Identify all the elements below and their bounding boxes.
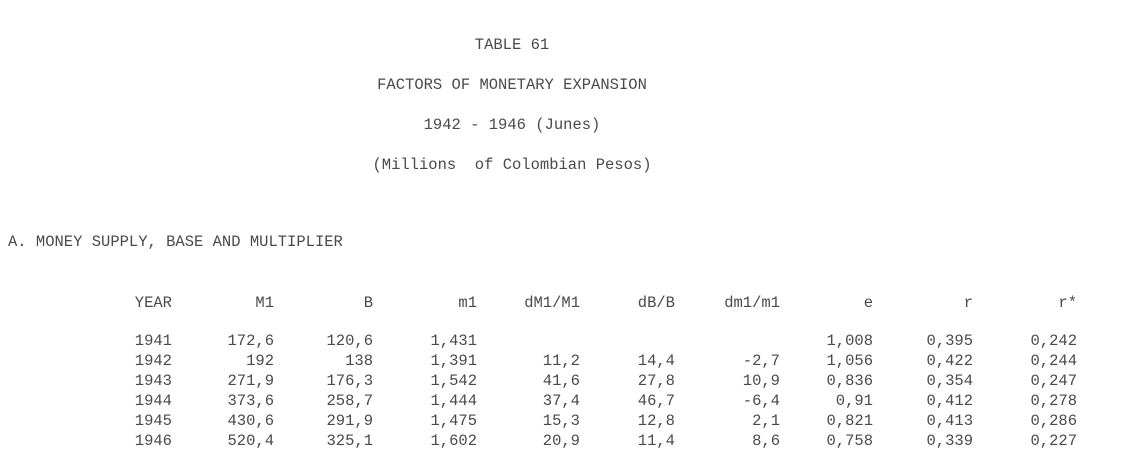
table-cell: -6,4 [742, 392, 780, 410]
table-cell: 37,4 [542, 392, 580, 410]
table-cell: 0,244 [1030, 352, 1077, 370]
table-cell: 1941 [134, 332, 172, 350]
column-header: dM1/M1 [524, 294, 580, 312]
table-cell: 172,6 [227, 332, 274, 350]
table-cell: 1,602 [430, 432, 477, 450]
column-header: B [363, 294, 373, 312]
table-cell: 0,413 [926, 412, 973, 430]
table-cell: 0,354 [926, 372, 973, 390]
table-cell: 8,6 [752, 432, 780, 450]
table-cell: 0,412 [926, 392, 973, 410]
table-cell: 373,6 [227, 392, 274, 410]
table-spacer-row [0, 313, 1077, 331]
table-cell: 1945 [134, 412, 172, 430]
table-period: 1942 - 1946 (Junes) [423, 116, 601, 134]
table-cell: 1,444 [430, 392, 477, 410]
table-units: (Millions of Colombian Pesos) [372, 156, 652, 174]
table-cell: 271,9 [227, 372, 274, 390]
table-cell [675, 331, 780, 351]
table-cell: 138 [345, 352, 373, 370]
table-cell: 2,1 [752, 412, 780, 430]
column-header: dm1/m1 [724, 294, 780, 312]
table-cell: 1,008 [826, 332, 873, 350]
column-header: dB/B [637, 294, 675, 312]
table-cell: 0,91 [835, 392, 873, 410]
column-header: m1 [458, 294, 477, 312]
table-cell: 46,7 [637, 392, 675, 410]
table-row: 1945 430,6 291,9 1,475 15,3 12,8 2,1 0,821 0,413… [0, 411, 1077, 431]
table-cell: 12,8 [637, 412, 675, 430]
table-cell [477, 331, 580, 351]
table-cell: 1,056 [826, 352, 873, 370]
table-cell: 520,4 [227, 432, 274, 450]
table-row: 1946 520,4 325,1 1,602 20,9 11,4 8,6 0,758 0,339… [0, 431, 1077, 451]
table-cell: 1946 [134, 432, 172, 450]
column-header: YEAR [134, 294, 172, 312]
table-cell: 0,836 [826, 372, 873, 390]
table-cell: 1943 [134, 372, 172, 390]
table-cell: 430,6 [227, 412, 274, 430]
table-cell: -2,7 [742, 352, 780, 370]
table-cell: 1,475 [430, 412, 477, 430]
column-header: r* [1058, 294, 1077, 312]
section-header: A. MONEY SUPPLY, BASE AND MULTIPLIER [8, 233, 343, 251]
table-cell: 0,821 [826, 412, 873, 430]
table-row: 1944 373,6 258,7 1,444 37,4 46,7 -6,4 0,91 0,412… [0, 391, 1077, 411]
table-cell: 192 [246, 352, 274, 370]
table-cell: 15,3 [542, 412, 580, 430]
table-cell: 10,9 [742, 372, 780, 390]
table-cell: 291,9 [326, 412, 373, 430]
table-cell: 1,431 [430, 332, 477, 350]
table-cell: 0,758 [826, 432, 873, 450]
table-row: 1943 271,9 176,3 1,542 41,6 27,8 10,9 0,836 0,35… [0, 371, 1077, 391]
table-cell: 11,2 [542, 352, 580, 370]
table-cell: 0,422 [926, 352, 973, 370]
column-header: r [963, 294, 973, 312]
table-body: 1941 172,6 120,6 1,431 1,008 0,395 0,242 1942 19… [0, 313, 1077, 451]
column-header: e [863, 294, 873, 312]
table-cell: 1944 [134, 392, 172, 410]
table-cell: 0,395 [926, 332, 973, 350]
column-header: M1 [255, 294, 274, 312]
table-title: FACTORS OF MONETARY EXPANSION [377, 76, 647, 94]
table-row: 1941 172,6 120,6 1,431 1,008 0,395 0,242 [0, 331, 1077, 351]
table-number: TABLE 61 [474, 36, 550, 54]
table-cell: 258,7 [326, 392, 373, 410]
table-cell: 325,1 [326, 432, 373, 450]
table-cell [580, 331, 675, 351]
table-cell: 1,542 [430, 372, 477, 390]
table-cell: 120,6 [326, 332, 373, 350]
table-cell: 0,247 [1030, 372, 1077, 390]
table-cell: 27,8 [637, 372, 675, 390]
table-title-block: TABLE 61 FACTORS OF MONETARY EXPANSION 1… [0, 36, 1024, 196]
table-cell: 14,4 [637, 352, 675, 370]
table-cell: 20,9 [542, 432, 580, 450]
table-row: 1942 192 138 1,391 11,2 14,4 -2,7 1,056 0,422 0,2… [0, 351, 1077, 371]
table-cell: 0,227 [1030, 432, 1077, 450]
table-cell: 1,391 [430, 352, 477, 370]
table-cell: 0,242 [1030, 332, 1077, 350]
table-cell: 0,286 [1030, 412, 1077, 430]
table-cell: 11,4 [637, 432, 675, 450]
table-cell: 0,339 [926, 432, 973, 450]
table-cell: 1942 [134, 352, 172, 370]
table-cell: 176,3 [326, 372, 373, 390]
table-cell: 41,6 [542, 372, 580, 390]
table-cell: 0,278 [1030, 392, 1077, 410]
